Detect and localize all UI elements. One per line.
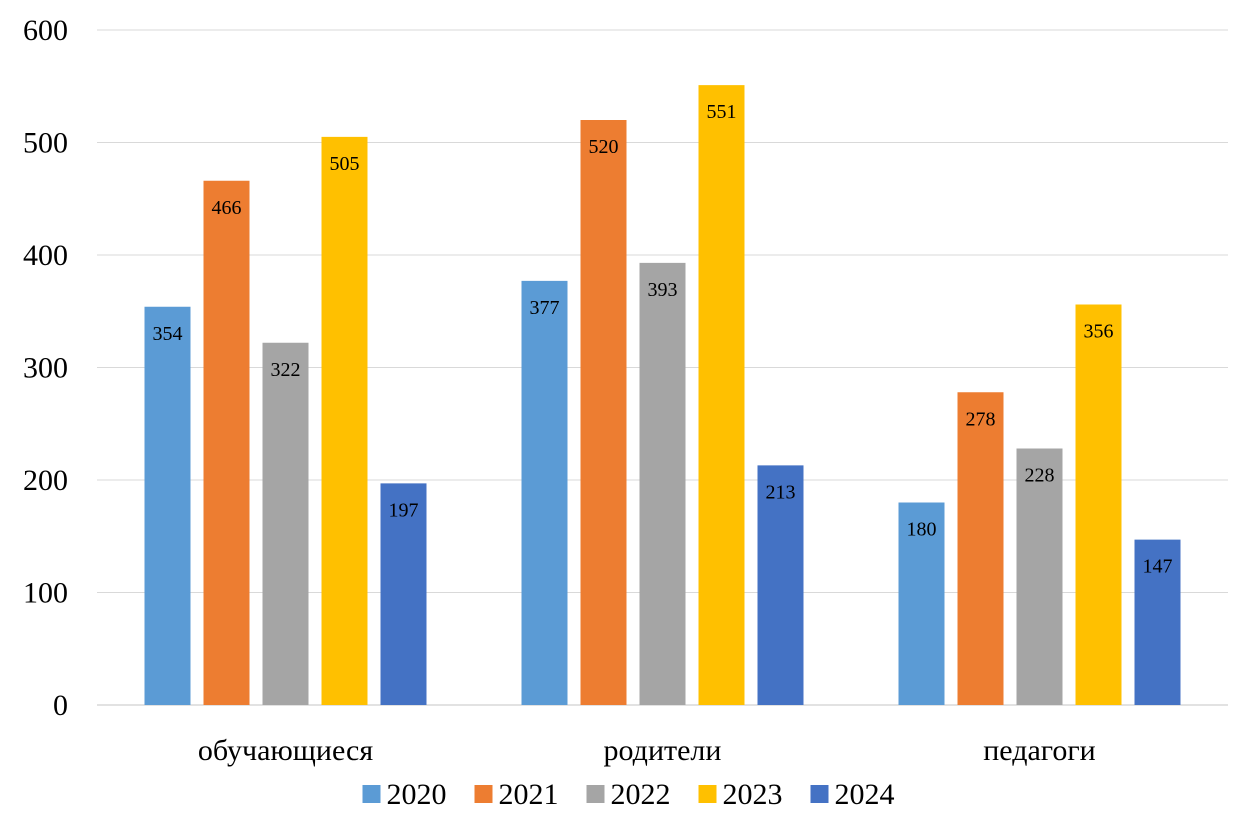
data-label: 466 (212, 197, 242, 219)
y-tick-label: 200 (23, 464, 68, 497)
legend-label: 2020 (387, 778, 447, 811)
legend-swatch (810, 785, 829, 803)
bar-2023-0 (321, 136, 368, 705)
bar-2020-1 (521, 280, 568, 705)
data-label: 356 (1084, 321, 1114, 343)
y-tick-label: 400 (23, 239, 68, 272)
bar-2024-1 (757, 465, 804, 705)
bar-2022-1 (639, 262, 686, 705)
data-label: 354 (153, 323, 183, 345)
legend-item-2021: 2021 (474, 778, 559, 811)
category-label: педагоги (983, 734, 1095, 767)
data-label: 213 (766, 481, 796, 503)
bar-2020-0 (144, 306, 191, 705)
y-tick-label: 300 (23, 352, 68, 385)
data-labels: 354 466 322 505 197 377 520 393 551 213 180 278 228 3… (153, 101, 1173, 578)
bar-2024-2 (1134, 539, 1181, 705)
bar-2020-2 (898, 502, 945, 705)
x-axis-categories: обучающиеся родители педагоги (198, 734, 1096, 767)
data-label: 377 (530, 297, 560, 319)
y-axis-ticks: 0 100 200 300 400 500 600 (23, 14, 68, 722)
legend-label: 2021 (499, 778, 559, 811)
legend-item-2022: 2022 (586, 778, 671, 811)
data-label: 228 (1025, 465, 1055, 487)
bars (144, 85, 1181, 705)
legend-item-2023: 2023 (698, 778, 783, 811)
legend-swatch (362, 785, 381, 803)
data-label: 505 (330, 153, 360, 175)
bar-2021-2 (957, 392, 1004, 705)
data-label: 147 (1143, 556, 1173, 578)
legend-item-2020: 2020 (362, 778, 447, 811)
y-tick-label: 600 (23, 14, 68, 47)
legend-item-2024: 2024 (810, 778, 895, 811)
bar-2022-2 (1016, 448, 1063, 705)
category-label: родители (604, 734, 722, 767)
data-label: 393 (648, 279, 678, 301)
bar-2022-0 (262, 342, 309, 705)
legend-swatch (586, 785, 605, 803)
category-label: обучающиеся (198, 734, 373, 767)
data-label: 520 (589, 136, 619, 158)
legend: 2020 2021 2022 2023 2024 (362, 778, 895, 811)
bar-2023-1 (698, 85, 745, 705)
bar-2023-2 (1075, 304, 1122, 705)
data-label: 197 (389, 499, 419, 521)
data-label: 278 (966, 408, 996, 430)
y-tick-label: 0 (53, 689, 68, 722)
legend-swatch (698, 785, 717, 803)
bar-2021-0 (203, 180, 250, 705)
bar-2021-1 (580, 120, 627, 705)
legend-label: 2023 (723, 778, 783, 811)
data-label: 180 (907, 519, 937, 541)
bar-2024-0 (380, 483, 427, 705)
legend-swatch (474, 785, 493, 803)
legend-label: 2022 (611, 778, 671, 811)
data-label: 322 (271, 359, 301, 381)
legend-label: 2024 (835, 778, 895, 811)
y-tick-label: 100 (23, 577, 68, 610)
y-tick-label: 500 (23, 127, 68, 160)
data-label: 551 (707, 101, 737, 123)
